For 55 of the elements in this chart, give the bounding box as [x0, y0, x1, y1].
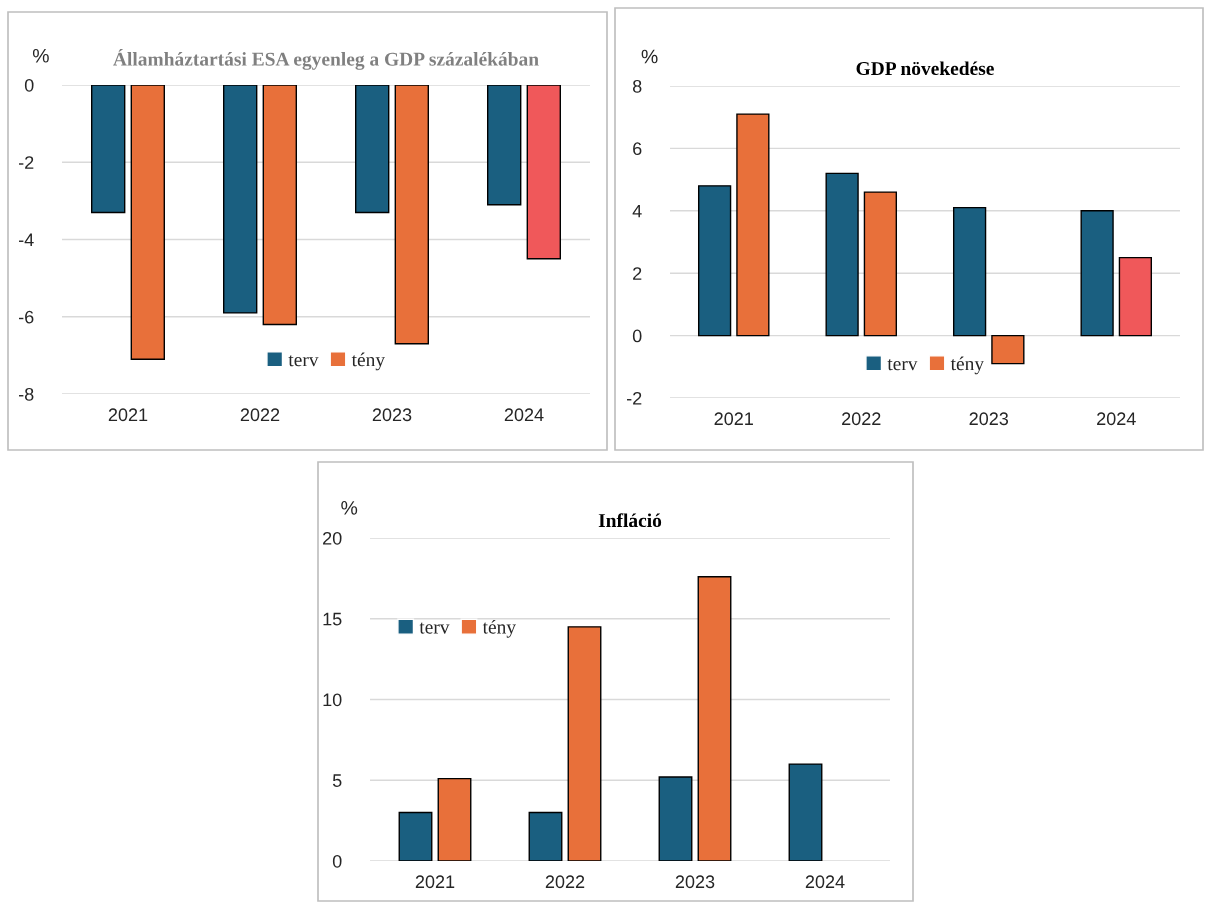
legend-label: terv	[419, 622, 450, 634]
bar	[658, 776, 693, 861]
y-tick-label: 6	[633, 142, 642, 156]
bar	[863, 191, 898, 337]
y-axis-title: %	[641, 49, 658, 64]
x-tick-label: 2023	[372, 408, 412, 422]
chart-title: GDP növekedése	[856, 61, 994, 76]
y-axis-title: %	[32, 48, 49, 63]
y-tick-label: 10	[323, 693, 342, 707]
y-tick-label: 0	[632, 329, 642, 343]
legend-label: terv	[887, 359, 918, 371]
y-tick-label: 5	[332, 774, 342, 787]
x-tick-label: 2024	[1097, 412, 1136, 426]
legend-label: tény	[950, 356, 984, 375]
chart-title: Államháztartási ESA egyenleg a GDP százalékában	[113, 48, 539, 70]
legend-label: terv	[288, 355, 319, 367]
y-tick-label: -8	[18, 387, 34, 401]
y-tick-label: 15	[323, 612, 342, 626]
x-tick-label: 2024	[504, 408, 544, 422]
y-tick-label: 8	[632, 79, 642, 93]
bar	[1118, 256, 1153, 337]
x-tick-label: 2024	[805, 875, 845, 889]
y-tick-label: -4	[18, 233, 34, 247]
x-tick-label: 2021	[108, 408, 148, 422]
x-tick-label: 2021	[415, 875, 455, 889]
bar	[697, 576, 732, 861]
y-tick-label: 20	[323, 531, 342, 545]
bar	[697, 185, 732, 337]
bar	[437, 777, 472, 861]
x-tick-label: 2022	[240, 408, 280, 422]
x-tick-label: 2023	[675, 875, 715, 889]
y-tick-label: -6	[18, 310, 34, 324]
y-tick-label: 4	[632, 204, 642, 218]
bar	[398, 811, 433, 861]
y-tick-label: -2	[18, 156, 34, 169]
x-tick-label: 2021	[714, 412, 753, 426]
y-tick-label: 0	[24, 78, 34, 92]
legend-label: tény	[351, 352, 385, 371]
x-tick-label: 2023	[969, 412, 1009, 426]
y-tick-label: 0	[332, 854, 342, 868]
bar	[788, 763, 823, 861]
bar	[991, 334, 1025, 365]
y-tick-label: -2	[626, 391, 642, 405]
bar	[952, 206, 987, 337]
y-axis-title: %	[341, 501, 358, 515]
bar	[1080, 210, 1114, 337]
x-tick-label: 2022	[842, 412, 881, 426]
y-tick-label: 2	[633, 267, 642, 280]
bar	[528, 811, 563, 861]
bar	[567, 626, 602, 861]
chart-title: Infláció	[598, 513, 662, 528]
bar	[736, 113, 770, 337]
bar	[825, 172, 859, 337]
legend-label: tény	[482, 619, 516, 638]
x-tick-label: 2022	[545, 875, 585, 889]
